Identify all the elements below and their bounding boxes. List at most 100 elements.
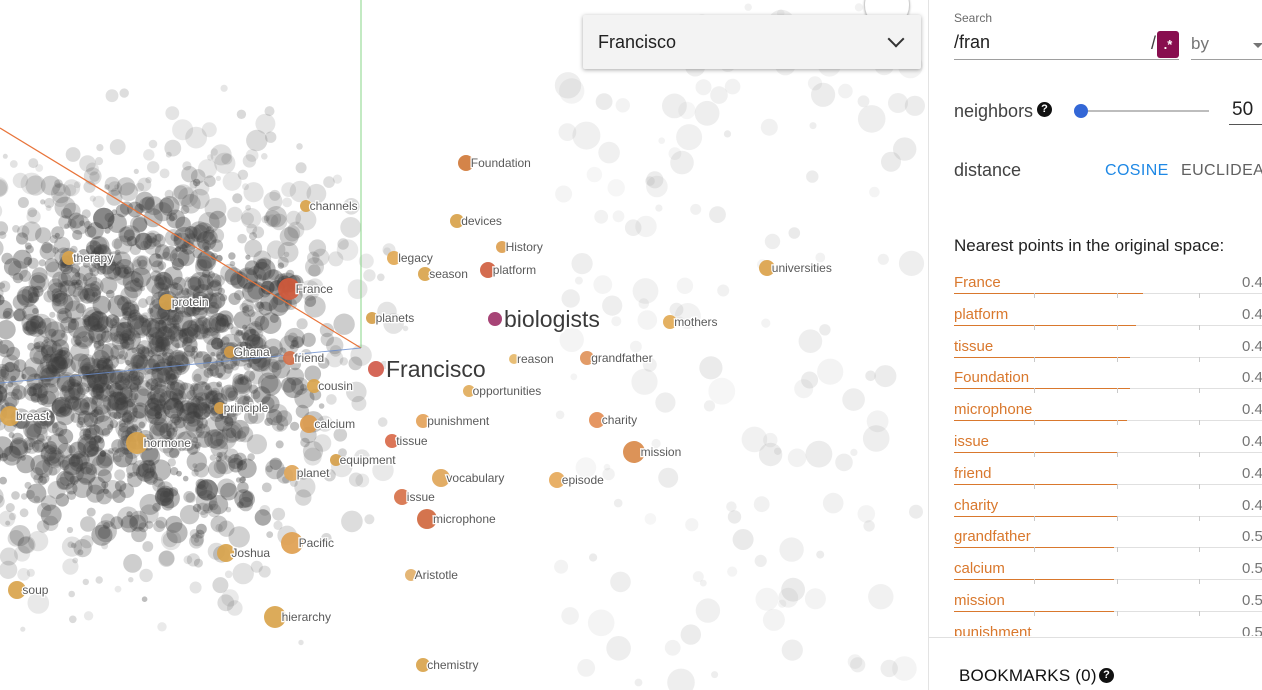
- nearest-point-name[interactable]: mission: [954, 591, 1005, 609]
- highlighted-point[interactable]: [307, 379, 321, 393]
- highlighted-point[interactable]: [368, 361, 384, 377]
- nearest-point-name[interactable]: punishment: [954, 623, 1032, 636]
- highlighted-point[interactable]: [281, 532, 303, 554]
- search-by-select[interactable]: by: [1191, 31, 1262, 60]
- neighbors-slider-thumb[interactable]: [1073, 104, 1088, 118]
- background-point: [170, 413, 180, 424]
- highlighted-point[interactable]: [480, 262, 496, 278]
- highlighted-point[interactable]: [663, 315, 677, 329]
- highlighted-point[interactable]: [385, 434, 399, 448]
- background-point: [36, 361, 57, 383]
- highlighted-point[interactable]: [417, 509, 437, 529]
- highlighted-point[interactable]: [8, 581, 26, 599]
- highlighted-point[interactable]: [217, 544, 235, 562]
- highlighted-point[interactable]: [416, 414, 430, 428]
- background-point: [132, 354, 148, 370]
- highlighted-point[interactable]: [759, 260, 775, 276]
- distance-euclidean-button[interactable]: EUCLIDEAN: [1181, 162, 1262, 179]
- background-point: [209, 454, 217, 461]
- nearest-point-name[interactable]: friend: [954, 464, 992, 482]
- highlighted-point[interactable]: [62, 251, 76, 265]
- background-point: [236, 395, 254, 413]
- regex-toggle-button[interactable]: .*: [1157, 31, 1179, 58]
- nearest-point-row[interactable]: charity 0.4: [954, 493, 1262, 525]
- nearest-point-row[interactable]: France 0.4: [954, 270, 1262, 302]
- distance-cosine-button[interactable]: COSINE: [1105, 162, 1169, 179]
- nearest-point-name[interactable]: tissue: [954, 337, 994, 355]
- nearest-point-row[interactable]: mission 0.5: [954, 588, 1262, 620]
- highlighted-point[interactable]: [509, 354, 519, 364]
- highlighted-point[interactable]: [416, 658, 430, 672]
- bookmarks-header[interactable]: BOOKMARKS (0): [959, 666, 1097, 685]
- background-point: [186, 390, 197, 401]
- highlighted-point[interactable]: [580, 351, 594, 365]
- projector-canvas[interactable]: Foundation channels devices History therapy l…: [0, 0, 928, 690]
- nearest-point-row[interactable]: issue 0.4: [954, 429, 1262, 461]
- nearest-point-row[interactable]: calcium 0.5: [954, 556, 1262, 588]
- background-point: [102, 364, 112, 374]
- background-point: [881, 151, 901, 172]
- background-point: [655, 204, 663, 212]
- nearest-point-name[interactable]: grandfather: [954, 528, 1031, 546]
- background-point: [273, 520, 283, 531]
- highlighted-point[interactable]: [496, 241, 508, 253]
- label-select-dropdown[interactable]: Francisco: [583, 15, 921, 69]
- nearest-point-name[interactable]: charity: [954, 496, 999, 514]
- background-point: [47, 421, 59, 434]
- nearest-point-row[interactable]: tissue 0.4: [954, 334, 1262, 366]
- highlighted-point[interactable]: [549, 472, 565, 488]
- highlighted-point[interactable]: [300, 200, 312, 212]
- highlighted-point[interactable]: [488, 312, 502, 326]
- highlighted-point[interactable]: [264, 606, 286, 628]
- highlighted-point[interactable]: [159, 294, 175, 310]
- background-point: [862, 425, 890, 452]
- nearest-point-row[interactable]: Foundation 0.4: [954, 365, 1262, 397]
- nearest-point-row[interactable]: grandfather 0.5: [954, 524, 1262, 556]
- nearest-point-name[interactable]: platform: [954, 305, 1009, 323]
- highlighted-point[interactable]: [284, 465, 300, 481]
- highlighted-point[interactable]: [0, 406, 20, 426]
- highlighted-point[interactable]: [214, 402, 226, 414]
- background-point: [181, 194, 201, 214]
- background-point: [121, 300, 140, 319]
- nearest-point-name[interactable]: issue: [954, 432, 990, 450]
- highlighted-point[interactable]: [450, 214, 464, 228]
- highlighted-point[interactable]: [224, 346, 236, 358]
- neighbors-slider-track[interactable]: [1077, 110, 1209, 112]
- background-point: [69, 214, 90, 235]
- background-point: [252, 386, 271, 405]
- nearest-point-row[interactable]: platform 0.4: [954, 302, 1262, 334]
- highlighted-point[interactable]: [300, 415, 318, 433]
- search-input[interactable]: [954, 32, 1144, 53]
- help-icon[interactable]: ?: [1099, 668, 1114, 683]
- highlighted-point[interactable]: [126, 432, 148, 454]
- highlighted-point[interactable]: [623, 441, 645, 463]
- highlighted-point[interactable]: [366, 312, 378, 324]
- highlighted-point[interactable]: [418, 267, 432, 281]
- neighbors-value-input[interactable]: 50: [1229, 99, 1262, 125]
- highlighted-point[interactable]: [463, 385, 475, 397]
- distance-tick: [1199, 451, 1200, 457]
- highlighted-point[interactable]: [330, 454, 342, 466]
- highlighted-point[interactable]: [458, 155, 474, 171]
- nearest-point-name[interactable]: microphone: [954, 401, 1033, 419]
- highlighted-point[interactable]: [405, 569, 417, 581]
- search-field[interactable]: /: [954, 31, 1179, 60]
- highlighted-point[interactable]: [283, 351, 297, 365]
- nearest-point-row[interactable]: punishment 0.5: [954, 620, 1262, 636]
- highlighted-point[interactable]: [432, 469, 450, 487]
- highlighted-point[interactable]: [589, 412, 605, 428]
- background-point: [589, 553, 598, 562]
- nearest-point-row[interactable]: microphone 0.4: [954, 397, 1262, 429]
- background-point: [218, 520, 235, 537]
- highlighted-point[interactable]: [278, 278, 300, 300]
- background-point: [635, 215, 657, 238]
- help-icon[interactable]: ?: [1037, 102, 1052, 117]
- nearest-point-name[interactable]: calcium: [954, 560, 1005, 578]
- highlighted-point[interactable]: [387, 251, 401, 265]
- nearest-point-name[interactable]: France: [954, 274, 1001, 291]
- nearest-point-row[interactable]: friend 0.4: [954, 461, 1262, 493]
- nearest-point-name[interactable]: Foundation: [954, 369, 1030, 387]
- highlighted-point[interactable]: [394, 489, 410, 505]
